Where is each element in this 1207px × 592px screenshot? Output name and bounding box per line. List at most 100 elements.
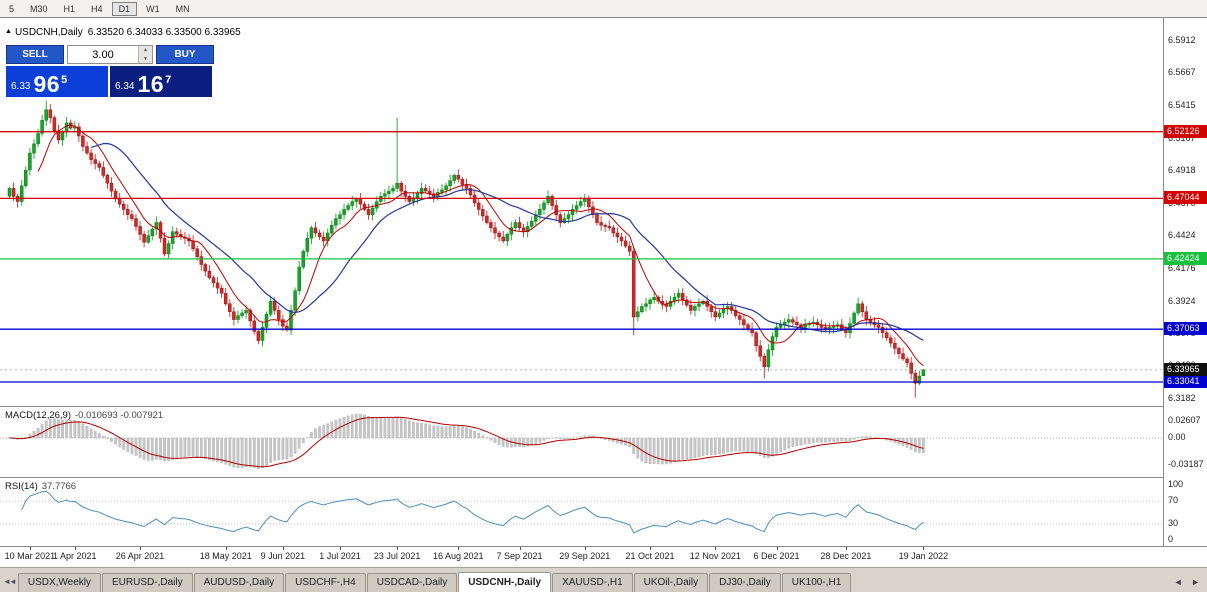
date-axis-label: 12 Nov 2021 xyxy=(689,551,741,561)
rsi-indicator-panel[interactable]: RSI(14) 37.7766 xyxy=(0,477,1163,547)
price-axis[interactable]: 6.59126.56676.54156.51676.49186.46706.44… xyxy=(1163,18,1207,546)
horizontal-level-lines[interactable] xyxy=(0,131,1163,383)
rsi-name: RSI(14) xyxy=(5,481,38,492)
sell-price-big-digits: 96 xyxy=(33,71,61,97)
macd-indicator-panel[interactable]: MACD(12,26,9) -0.010693 -0.007921 xyxy=(0,406,1163,478)
price-axis-tick: 6.5415 xyxy=(1168,100,1196,111)
date-axis-label: 1 Jul 2021 xyxy=(319,551,361,561)
date-axis-label: 10 Mar 2021 xyxy=(4,551,56,561)
lot-size-field[interactable]: ▲ ▼ xyxy=(67,45,153,64)
date-axis-label: 7 Sep 2021 xyxy=(496,551,543,561)
tab-scroll-left-icon[interactable]: ◄◄ xyxy=(3,577,17,586)
date-axis-label: 21 Oct 2021 xyxy=(625,551,675,561)
collapse-triangle-icon[interactable]: ▲ xyxy=(5,28,12,35)
date-axis-tick xyxy=(397,547,399,550)
tab-audusd-daily[interactable]: AUDUSD-,Daily xyxy=(193,573,285,592)
date-axis-label: 28 Dec 2021 xyxy=(820,551,872,561)
buy-price-display[interactable]: 6.34 16 7 xyxy=(110,66,212,97)
tab-ukoil-daily[interactable]: UKOil-,Daily xyxy=(633,573,709,592)
tab-usdcad-daily[interactable]: USDCAD-,Daily xyxy=(366,573,458,592)
trade-buttons-row: SELL ▲ ▼ BUY xyxy=(6,45,216,64)
chart-tabs: USDX,Weekly EURUSD-,Daily AUDUSD-,Daily USD… xyxy=(17,572,852,592)
lot-increase-icon[interactable]: ▲ xyxy=(139,46,152,55)
tab-usdx-weekly[interactable]: USDX,Weekly xyxy=(17,573,102,592)
tab-uk100-h1[interactable]: UK100-,H1 xyxy=(781,573,852,592)
rsi-line xyxy=(21,490,924,534)
tab-xauusd-h1[interactable]: XAUUSD-,H1 xyxy=(552,573,633,592)
date-axis-tick xyxy=(29,547,31,550)
price-axis-tick: 6.5667 xyxy=(1168,67,1196,78)
timeframe-button-mn[interactable]: MN xyxy=(175,3,190,14)
price-level-badge: 6.47044 xyxy=(1164,191,1207,205)
chart-title: ▲ USDCNH,Daily 6.33520 6.34033 6.33500 6.3… xyxy=(5,27,241,38)
timeframe-button-d1[interactable]: D1 xyxy=(111,1,138,16)
main-chart-panel[interactable]: ▲ USDCNH,Daily 6.33520 6.34033 6.33500 6.3… xyxy=(0,18,1163,406)
price-axis-tick: 6.4424 xyxy=(1168,230,1196,241)
date-axis-label: 18 May 2021 xyxy=(199,551,252,561)
timeframe-button-w1[interactable]: W1 xyxy=(146,3,160,14)
macd-histogram xyxy=(8,413,925,469)
price-level-badge: 6.52126 xyxy=(1164,124,1207,138)
timeframe-button-m30[interactable]: M30 xyxy=(30,3,48,14)
buy-button[interactable]: BUY xyxy=(156,45,214,64)
date-axis-label: 6 Dec 2021 xyxy=(753,551,800,561)
date-axis-tick xyxy=(584,547,586,550)
timeframe-button-5[interactable]: 5 xyxy=(9,3,15,14)
tab-dj30-daily[interactable]: DJ30-,Daily xyxy=(709,573,781,592)
macd-name: MACD(12,26,9) xyxy=(5,410,71,421)
rsi-axis-label: 0 xyxy=(1168,534,1174,544)
price-level-badge: 6.33041 xyxy=(1164,374,1207,388)
timeframe-toolbar: 5 M30 H1 H4 D1 W1 MN xyxy=(0,0,1207,18)
date-axis-label: 29 Sep 2021 xyxy=(559,551,611,561)
price-axis-tick: 6.3924 xyxy=(1168,295,1196,306)
date-axis-tick xyxy=(650,547,652,550)
date-axis-tick xyxy=(715,547,717,550)
tab-usdcnh-daily[interactable]: USDCNH-,Daily xyxy=(458,572,552,592)
macd-axis-label: 0.00 xyxy=(1168,432,1186,442)
macd-axis-label: 0.02607 xyxy=(1168,415,1201,425)
tab-scroll-right-icon[interactable]: ◄ ► xyxy=(1173,577,1203,587)
macd-values: -0.010693 -0.007921 xyxy=(75,410,164,421)
chart-tab-bar: ◄◄ USDX,Weekly EURUSD-,Daily AUDUSD-,Daily… xyxy=(0,567,1207,592)
timeframe-button-h1[interactable]: H1 xyxy=(63,3,76,14)
date-axis-tick xyxy=(519,547,521,550)
macd-label: MACD(12,26,9) -0.010693 -0.007921 xyxy=(5,410,163,421)
lot-spinner: ▲ ▼ xyxy=(138,46,152,63)
date-axis-tick xyxy=(923,547,925,550)
date-axis-label: 26 Apr 2021 xyxy=(115,551,165,561)
one-click-trading-panel: SELL ▲ ▼ BUY 6.33 96 5 6.34 xyxy=(6,45,216,97)
candlestick-plot[interactable] xyxy=(0,18,1163,406)
date-axis-label: 9 Jun 2021 xyxy=(260,551,306,561)
sell-price-prefix: 6.33 xyxy=(11,81,31,92)
rsi-plot[interactable] xyxy=(0,478,1163,547)
macd-plot[interactable] xyxy=(0,407,1163,478)
rsi-axis-label: 70 xyxy=(1168,495,1179,506)
price-axis-tick: 6.3182 xyxy=(1168,393,1196,403)
date-axis-label: 23 Jul 2021 xyxy=(373,551,421,561)
price-axis-tick: 6.4918 xyxy=(1168,165,1196,176)
price-axis-tick: 6.4176 xyxy=(1168,262,1196,273)
date-axis-label: 19 Jan 2022 xyxy=(898,551,949,561)
date-axis-tick xyxy=(282,547,284,550)
date-axis-tick xyxy=(339,547,341,550)
timeframe-button-h4[interactable]: H4 xyxy=(91,3,103,14)
price-axis-tick: 6.5912 xyxy=(1168,35,1196,45)
candles-group xyxy=(7,100,926,398)
lot-size-input[interactable] xyxy=(68,46,138,63)
date-axis-label: 16 Aug 2021 xyxy=(433,551,484,561)
buy-price-big-digits: 16 xyxy=(137,71,165,97)
price-level-badge: 6.37063 xyxy=(1164,322,1207,336)
tab-usdchf-h4[interactable]: USDCHF-,H4 xyxy=(285,573,366,592)
sell-button[interactable]: SELL xyxy=(6,45,64,64)
buy-price-prefix: 6.34 xyxy=(115,81,135,92)
date-axis-label: 1 Apr 2021 xyxy=(52,551,97,561)
rsi-value: 37.7766 xyxy=(41,481,77,492)
lot-decrease-icon[interactable]: ▼ xyxy=(139,54,152,63)
date-axis[interactable]: 10 Mar 2021 1 Apr 2021 26 Apr 2021 18 May 2… xyxy=(0,546,1207,565)
date-axis-tick xyxy=(225,547,227,550)
date-axis-tick xyxy=(458,547,460,550)
sell-price-display[interactable]: 6.33 96 5 xyxy=(6,66,108,97)
rsi-axis-label: 100 xyxy=(1168,479,1184,489)
tab-eurusd-daily[interactable]: EURUSD-,Daily xyxy=(102,573,193,592)
